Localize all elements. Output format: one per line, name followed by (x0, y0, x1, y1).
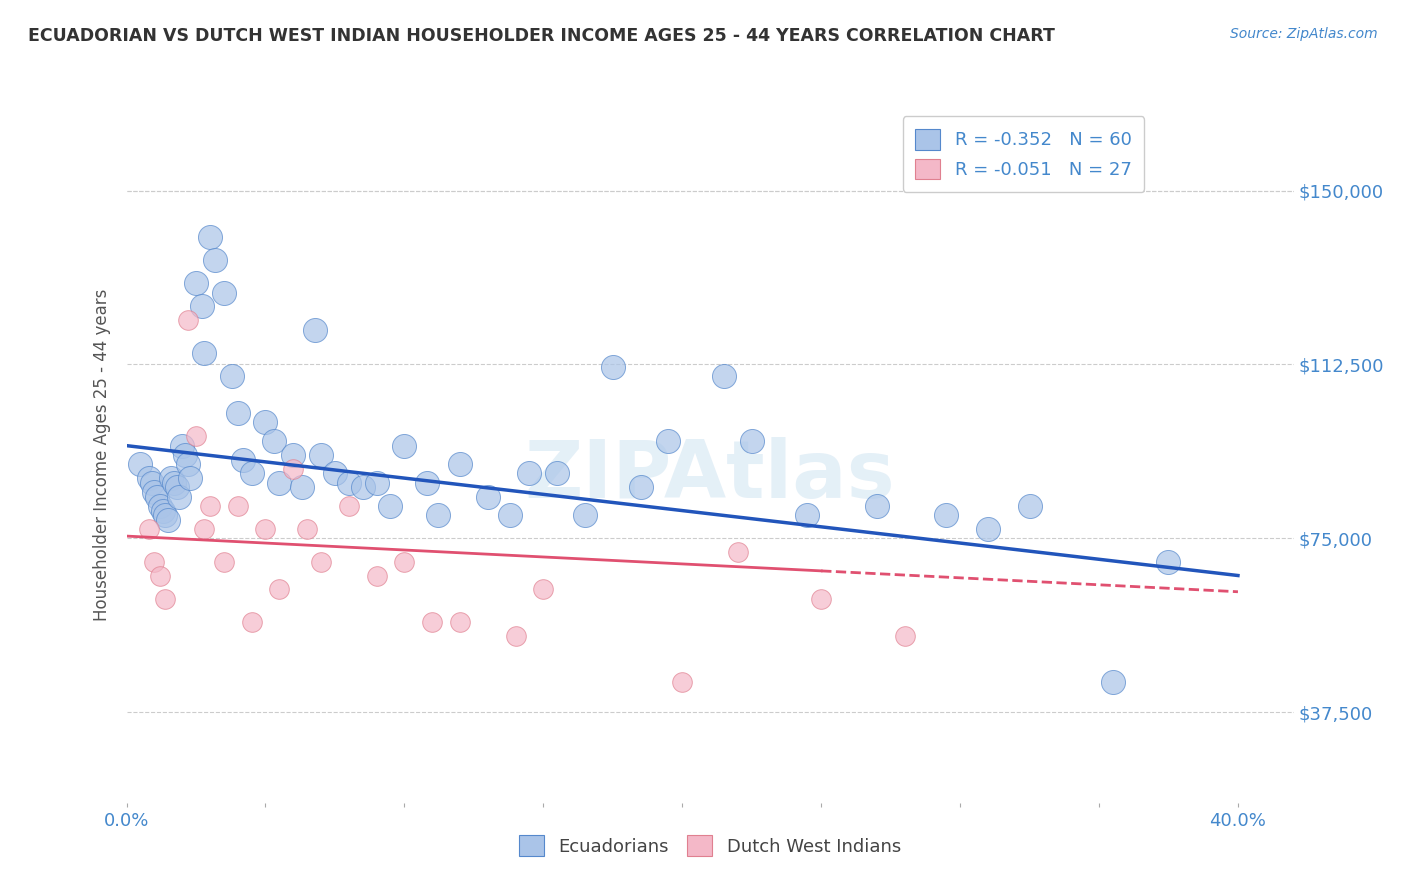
Point (184, 429, 207, 443)
Point (160, 471, 183, 485)
Point (415, 475, 437, 490)
Point (240, 615, 263, 629)
Text: ZIPAtlas: ZIPAtlas (524, 437, 896, 515)
Point (574, 508, 596, 523)
Point (138, 471, 160, 485)
Point (169, 490, 191, 504)
Point (713, 369, 735, 384)
Point (198, 230, 221, 244)
Point (149, 568, 172, 582)
Legend: Ecuadorians, Dutch West Indians: Ecuadorians, Dutch West Indians (512, 828, 908, 863)
Point (155, 508, 177, 523)
Point (166, 480, 188, 494)
Point (240, 467, 263, 481)
Point (499, 508, 522, 523)
Point (295, 522, 318, 536)
Point (152, 503, 174, 517)
Point (172, 439, 194, 453)
Point (477, 490, 499, 504)
Point (546, 467, 568, 481)
Point (226, 499, 249, 513)
Point (190, 300, 212, 314)
Point (269, 582, 291, 597)
Point (304, 323, 326, 337)
Point (138, 522, 160, 536)
Point (146, 490, 169, 504)
Point (366, 568, 388, 582)
Point (1018, 499, 1040, 513)
Point (671, 675, 693, 690)
Point (727, 545, 749, 559)
Point (269, 475, 291, 490)
Point (198, 499, 221, 513)
Point (1157, 555, 1180, 569)
Point (366, 475, 388, 490)
Point (155, 591, 177, 606)
Point (129, 457, 152, 471)
Point (254, 416, 277, 430)
Point (1102, 675, 1125, 690)
Point (212, 285, 235, 300)
Point (143, 485, 166, 500)
Point (866, 499, 889, 513)
Point (226, 406, 249, 420)
Y-axis label: Householder Income Ages 25 - 44 years: Householder Income Ages 25 - 44 years (93, 289, 111, 621)
Point (810, 591, 832, 606)
Point (179, 471, 201, 485)
Point (337, 475, 360, 490)
Point (204, 253, 226, 268)
Point (212, 555, 235, 569)
Point (193, 522, 215, 536)
Point (184, 277, 207, 291)
Text: Source: ZipAtlas.com: Source: ZipAtlas.com (1230, 27, 1378, 41)
Point (157, 513, 180, 527)
Point (337, 499, 360, 513)
Point (309, 448, 332, 462)
Point (630, 480, 652, 494)
Point (505, 629, 527, 643)
Point (232, 452, 254, 467)
Point (977, 522, 1000, 536)
Point (420, 615, 443, 629)
Point (893, 629, 915, 643)
Point (283, 448, 305, 462)
Point (141, 475, 163, 490)
Point (263, 434, 285, 448)
Point (176, 313, 198, 327)
Point (935, 508, 957, 523)
Point (394, 555, 416, 569)
Point (657, 434, 679, 448)
Point (426, 508, 449, 523)
Point (149, 499, 172, 513)
Point (283, 462, 305, 476)
Point (352, 480, 374, 494)
Point (323, 467, 346, 481)
Point (163, 475, 186, 490)
Text: ECUADORIAN VS DUTCH WEST INDIAN HOUSEHOLDER INCOME AGES 25 - 44 YEARS CORRELATIO: ECUADORIAN VS DUTCH WEST INDIAN HOUSEHOL… (28, 27, 1054, 45)
Point (309, 555, 332, 569)
Point (741, 434, 763, 448)
Point (174, 448, 197, 462)
Point (193, 346, 215, 360)
Point (519, 467, 541, 481)
Point (290, 480, 312, 494)
Point (221, 369, 243, 384)
Point (380, 499, 402, 513)
Point (449, 457, 471, 471)
Point (449, 615, 471, 629)
Point (394, 439, 416, 453)
Point (602, 359, 624, 374)
Point (143, 555, 166, 569)
Point (254, 522, 277, 536)
Point (176, 457, 198, 471)
Point (796, 508, 818, 523)
Point (531, 582, 554, 597)
